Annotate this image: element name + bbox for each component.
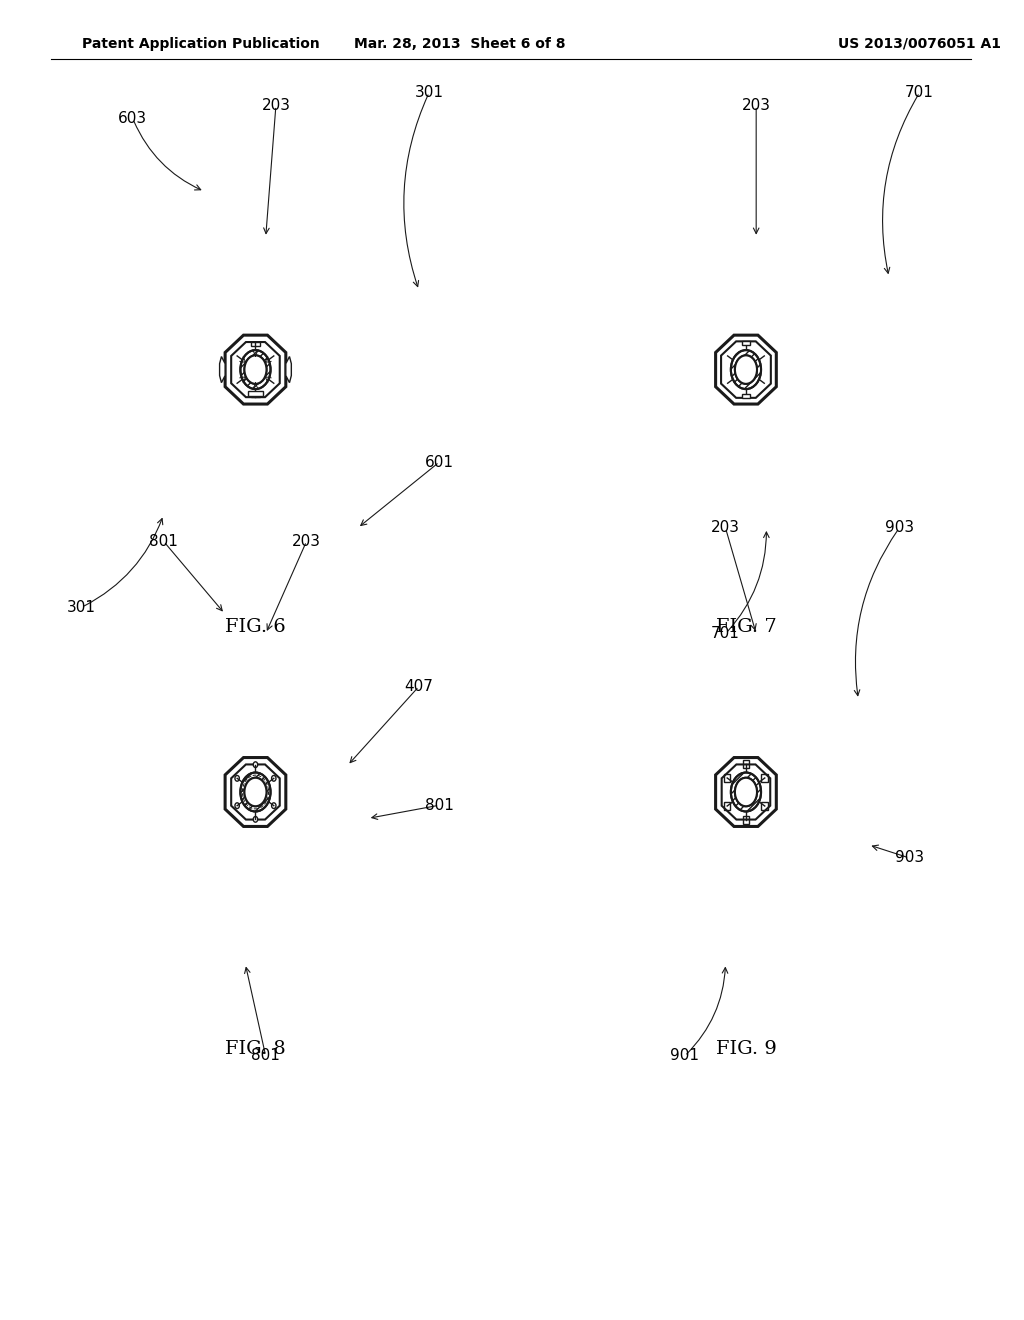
Polygon shape: [219, 356, 225, 383]
Circle shape: [245, 356, 266, 383]
Polygon shape: [742, 395, 750, 397]
Circle shape: [245, 779, 266, 805]
Text: 301: 301: [415, 84, 443, 100]
Circle shape: [253, 817, 258, 822]
Polygon shape: [251, 393, 260, 397]
Polygon shape: [722, 764, 770, 820]
Text: Mar. 28, 2013  Sheet 6 of 8: Mar. 28, 2013 Sheet 6 of 8: [354, 37, 565, 50]
Text: US 2013/0076051 A1: US 2013/0076051 A1: [839, 37, 1001, 50]
Circle shape: [735, 356, 757, 383]
Circle shape: [271, 803, 276, 809]
Text: 701: 701: [905, 84, 934, 100]
Polygon shape: [251, 342, 260, 346]
Text: Patent Application Publication: Patent Application Publication: [82, 37, 319, 50]
Text: 701: 701: [711, 626, 740, 642]
Circle shape: [234, 775, 240, 781]
Polygon shape: [721, 342, 771, 397]
Circle shape: [271, 775, 276, 781]
Circle shape: [735, 779, 757, 805]
Text: 601: 601: [425, 454, 454, 470]
Polygon shape: [742, 342, 750, 345]
Text: 203: 203: [741, 98, 771, 114]
Text: 903: 903: [885, 520, 913, 536]
Text: 801: 801: [251, 1048, 281, 1064]
Polygon shape: [231, 342, 280, 397]
Text: 301: 301: [68, 599, 96, 615]
Text: 203: 203: [261, 98, 291, 114]
Text: 203: 203: [711, 520, 740, 536]
Polygon shape: [231, 764, 280, 820]
Text: 603: 603: [119, 111, 147, 127]
Polygon shape: [716, 335, 776, 404]
Polygon shape: [716, 758, 776, 826]
Text: 203: 203: [292, 533, 322, 549]
Text: FIG. 6: FIG. 6: [225, 618, 286, 636]
Text: FIG. 9: FIG. 9: [716, 1040, 776, 1059]
Text: 903: 903: [895, 850, 924, 866]
Polygon shape: [286, 356, 292, 383]
Text: 901: 901: [670, 1048, 699, 1064]
Polygon shape: [225, 758, 286, 826]
Polygon shape: [248, 391, 263, 396]
Text: 407: 407: [404, 678, 433, 694]
Text: 801: 801: [425, 797, 454, 813]
Text: 801: 801: [150, 533, 178, 549]
Text: FIG. 8: FIG. 8: [225, 1040, 286, 1059]
Circle shape: [234, 803, 240, 809]
Text: FIG. 7: FIG. 7: [716, 618, 776, 636]
Polygon shape: [225, 335, 286, 404]
Circle shape: [253, 762, 258, 767]
